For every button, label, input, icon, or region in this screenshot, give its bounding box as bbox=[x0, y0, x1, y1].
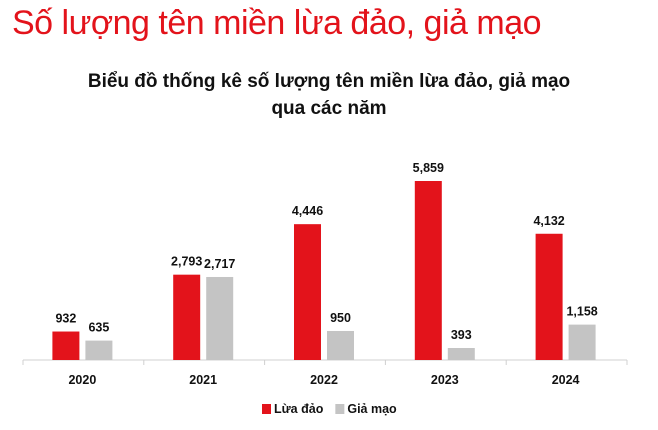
data-label: 950 bbox=[330, 311, 351, 325]
bar-lừa-đảo-2024 bbox=[535, 233, 563, 360]
x-tick-label: 2024 bbox=[552, 373, 580, 387]
data-label: 5,859 bbox=[413, 161, 444, 175]
chart-title-line1: Biểu đồ thống kê số lượng tên miền lừa đ… bbox=[87, 71, 571, 92]
x-tick-label: 2020 bbox=[68, 373, 96, 387]
page-heading: Số lượng tên miền lừa đảo, giả mạo bbox=[12, 4, 542, 42]
bar-lừa-đảo-2022 bbox=[294, 224, 321, 360]
bar-giả-mạo-2022 bbox=[327, 330, 354, 360]
bar-giả-mạo-2024 bbox=[568, 324, 596, 360]
chart-title: Biểu đồ thống kê số lượng tên miền lừa đ… bbox=[0, 68, 658, 122]
bar-giả-mạo-2021 bbox=[206, 276, 234, 360]
bar-lừa-đảo-2020 bbox=[52, 331, 80, 360]
data-label: 932 bbox=[55, 312, 76, 326]
bar-giả-mạo-2020 bbox=[85, 340, 113, 360]
data-label: 393 bbox=[451, 328, 472, 342]
chart-title-line2: qua các năm bbox=[271, 98, 387, 119]
bar-giả-mạo-2023 bbox=[447, 347, 475, 360]
data-label: 1,158 bbox=[566, 305, 597, 319]
data-label: 635 bbox=[88, 321, 109, 335]
x-tick-label: 2022 bbox=[310, 373, 338, 387]
data-label: 2,717 bbox=[204, 257, 235, 271]
bar-lừa-đảo-2023 bbox=[414, 181, 442, 360]
legend-label: Giả mạo bbox=[347, 402, 397, 416]
data-label: 4,446 bbox=[292, 204, 323, 218]
legend-label: Lừa đảo bbox=[274, 402, 324, 416]
bar-lừa-đảo-2021 bbox=[173, 274, 201, 360]
data-label: 2,793 bbox=[171, 255, 202, 269]
x-tick-label: 2023 bbox=[431, 373, 459, 387]
legend-swatch bbox=[335, 404, 345, 414]
x-tick-label: 2021 bbox=[189, 373, 217, 387]
data-label: 4,132 bbox=[533, 214, 564, 228]
legend-swatch bbox=[262, 404, 271, 414]
